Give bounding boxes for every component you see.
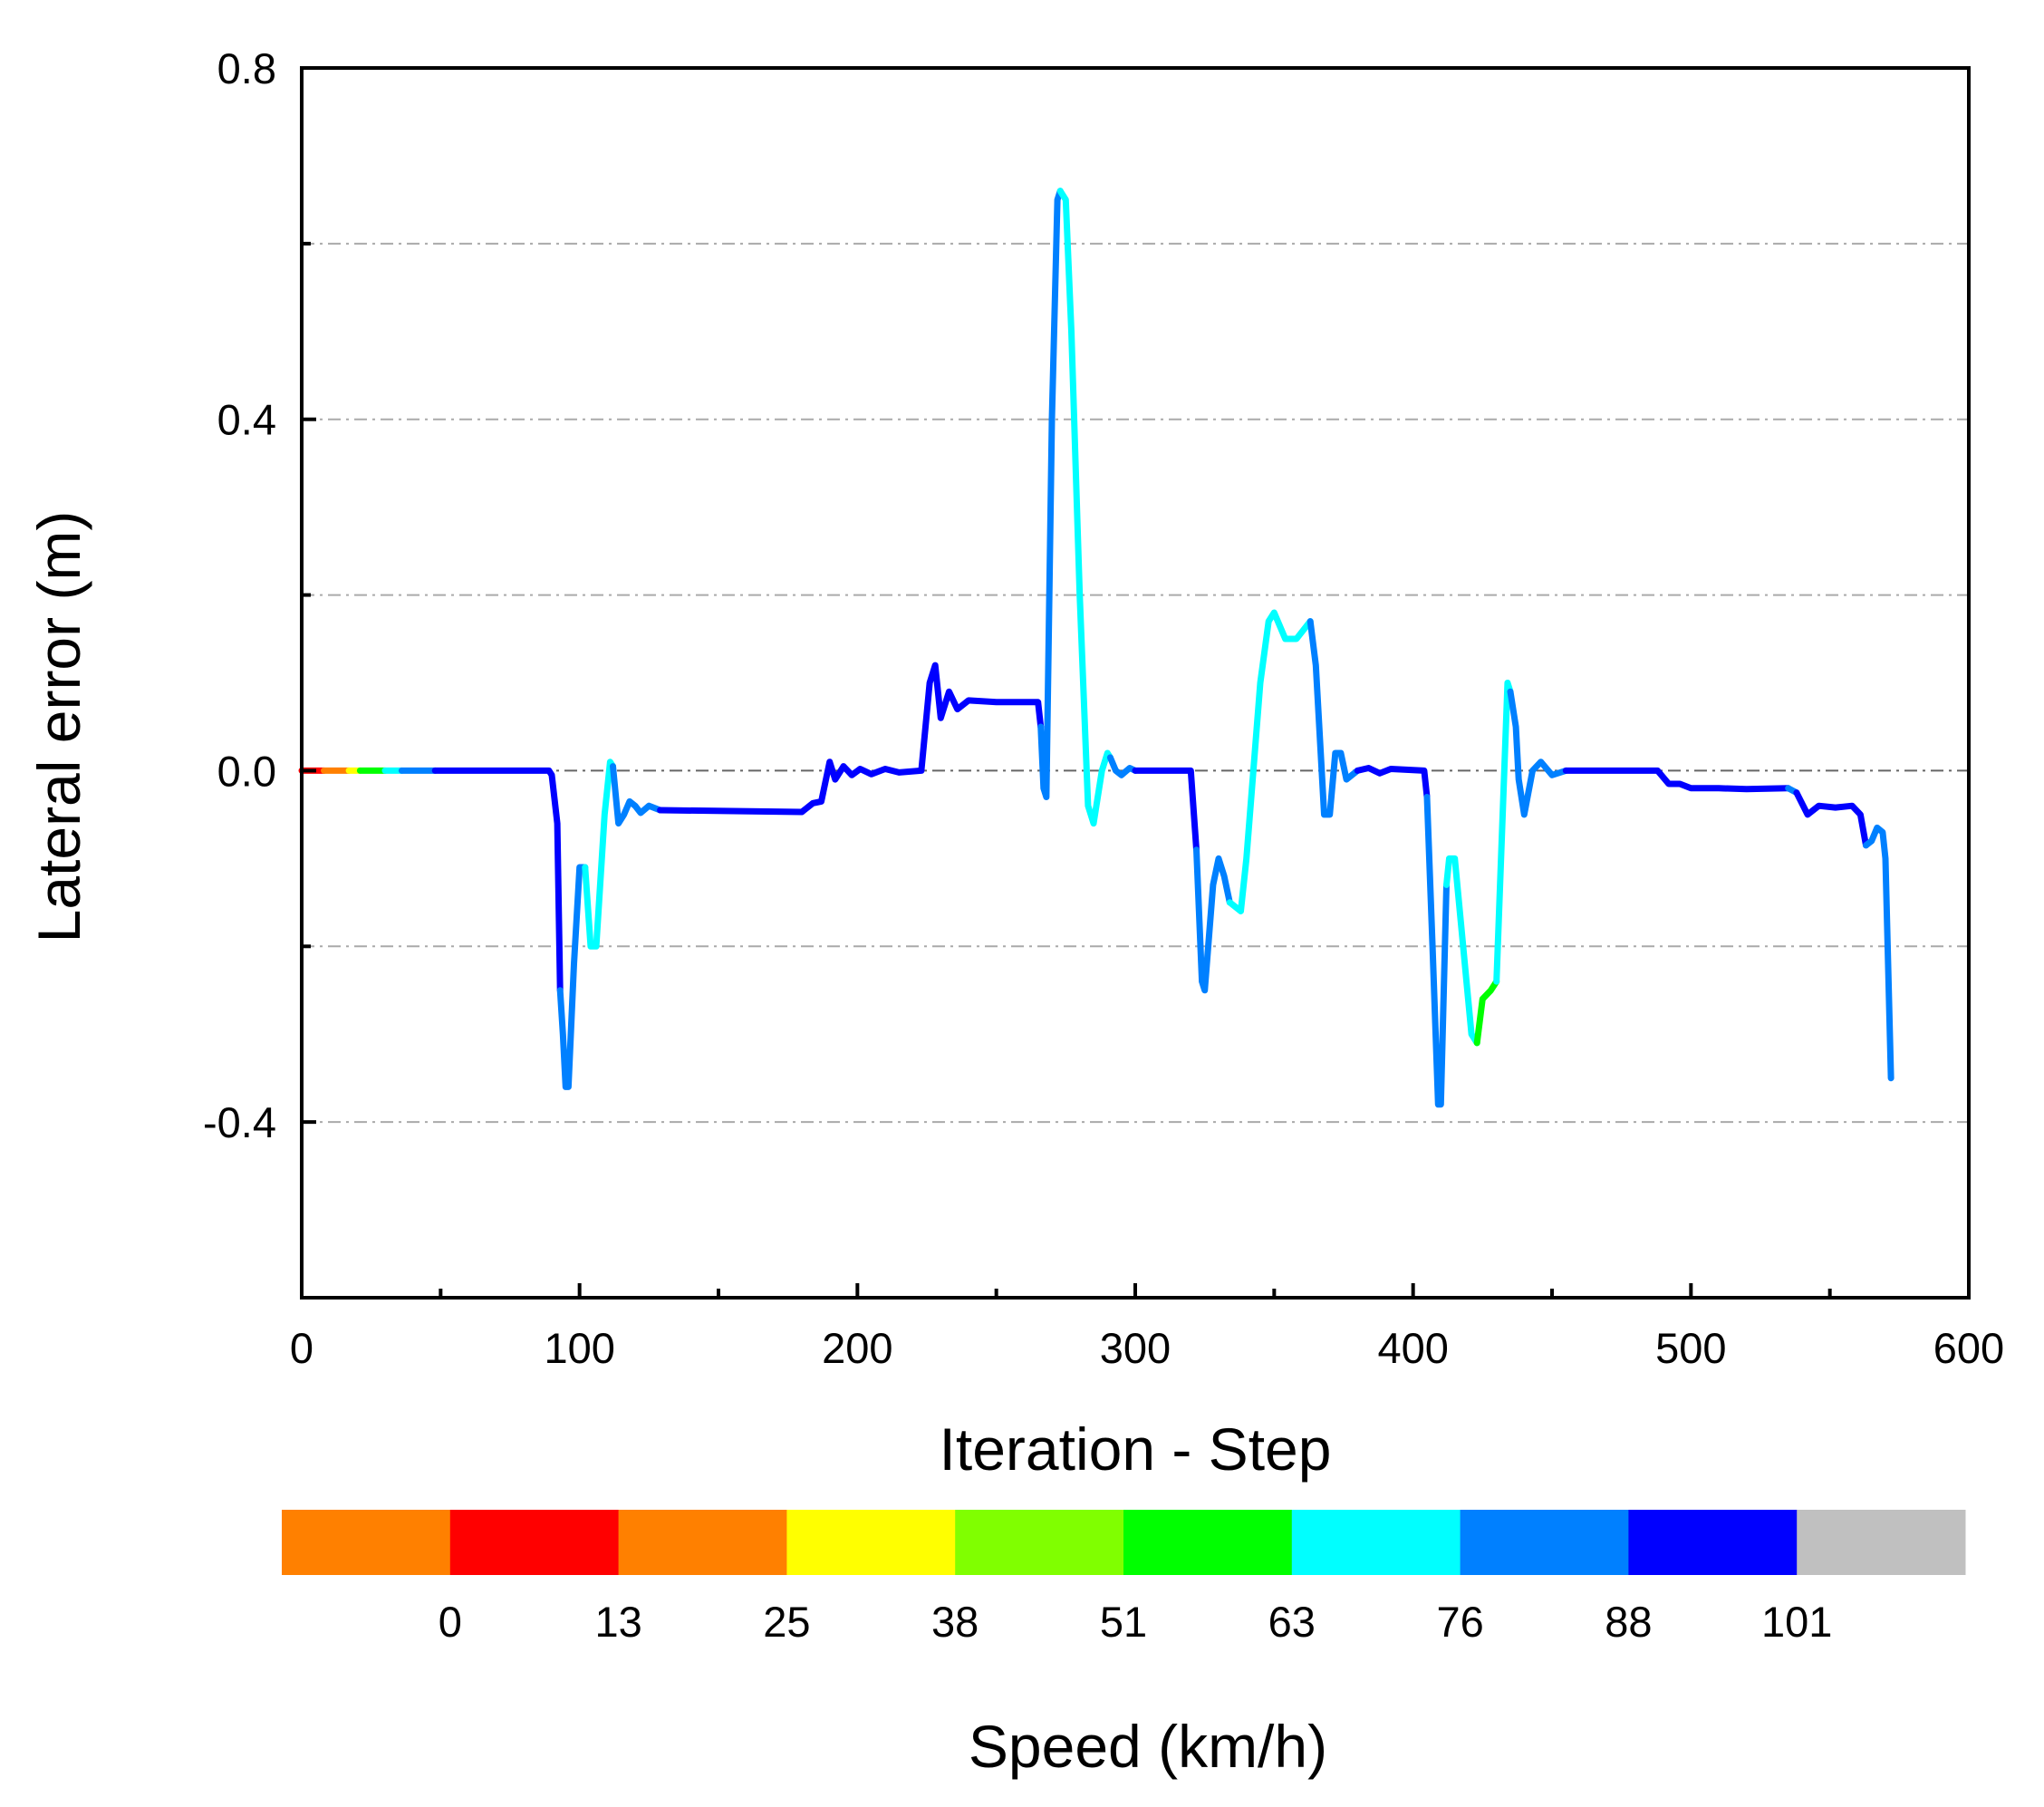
- colorbar-swatch: [955, 1510, 1124, 1575]
- x-tick-label: 100: [544, 1324, 614, 1372]
- x-tick-label: 0: [290, 1324, 313, 1372]
- series-segment: [1106, 754, 1139, 778]
- series-segment: [1132, 767, 1200, 854]
- x-tick-label: 500: [1655, 1324, 1726, 1372]
- series-segment: [1507, 688, 1569, 818]
- series-segment: [556, 864, 589, 1090]
- series-segment: [1306, 618, 1361, 818]
- series-segment: [1493, 680, 1514, 985]
- y-tick-label: -0.4: [203, 1098, 276, 1146]
- colorbar-label: 88: [1605, 1598, 1652, 1646]
- colorbar-swatch: [1628, 1510, 1798, 1575]
- series-segment: [1443, 855, 1480, 1047]
- colorbar-swatch: [282, 1510, 451, 1575]
- speed-colorbar: 0 13 25 38 51 63 76 88 101: [282, 1510, 1966, 1646]
- series-segment: [1037, 188, 1064, 800]
- colorbar-swatch: [618, 1510, 787, 1575]
- axis-ticks: 0 100 200 300 400 500 600 0.8 0.4 0.0 -0.4: [203, 44, 2004, 1372]
- x-axis-title: Iteration - Step: [940, 1416, 1332, 1483]
- series-segment: [657, 662, 1045, 816]
- series-segment: [610, 763, 664, 827]
- colorbar-label: 101: [1761, 1598, 1832, 1646]
- y-tick-label: 0.0: [217, 747, 276, 795]
- x-tick-label: 600: [1933, 1324, 2004, 1372]
- colorbar-label: 76: [1436, 1598, 1483, 1646]
- series-segment: [1193, 846, 1233, 994]
- colorbar-swatch: [1123, 1510, 1293, 1575]
- colorbar-swatch: [786, 1510, 956, 1575]
- colorbar-label: 51: [1100, 1598, 1147, 1646]
- colorbar-label: 0: [439, 1598, 462, 1646]
- series-segment: [1562, 767, 1792, 793]
- series-segment: [1354, 765, 1431, 800]
- series-segment: [582, 759, 616, 950]
- colorbar-swatch: [1460, 1510, 1629, 1575]
- series-segment: [1423, 794, 1450, 1108]
- y-tick-label: 0.4: [217, 396, 276, 444]
- colorbar-label: 13: [594, 1598, 641, 1646]
- series-segment: [1056, 188, 1114, 827]
- gridlines: [302, 242, 1969, 1124]
- colorbar-swatch: [449, 1510, 620, 1575]
- series-segment: [1863, 824, 1895, 1082]
- colorbar-label: 25: [763, 1598, 810, 1646]
- series-segment: [431, 767, 564, 994]
- y-axis-title: Lateral error (m): [25, 511, 92, 943]
- x-tick-label: 200: [822, 1324, 892, 1372]
- series-segment: [1226, 609, 1314, 914]
- colorbar-swatch: [1797, 1510, 1966, 1575]
- series-segment: [1473, 978, 1500, 1047]
- y-tick-label: 0.8: [217, 44, 276, 92]
- plot-frame: [300, 66, 1971, 1300]
- x-tick-label: 400: [1377, 1324, 1448, 1372]
- colorbar-label: 38: [931, 1598, 979, 1646]
- series-segment: [1793, 789, 1869, 849]
- colorbar-swatch: [1291, 1510, 1461, 1575]
- lateral-error-series: [298, 188, 1895, 1108]
- colorbar-title: Speed (km/h): [969, 1713, 1327, 1780]
- colorbar-label: 63: [1268, 1598, 1316, 1646]
- x-tick-label: 300: [1100, 1324, 1171, 1372]
